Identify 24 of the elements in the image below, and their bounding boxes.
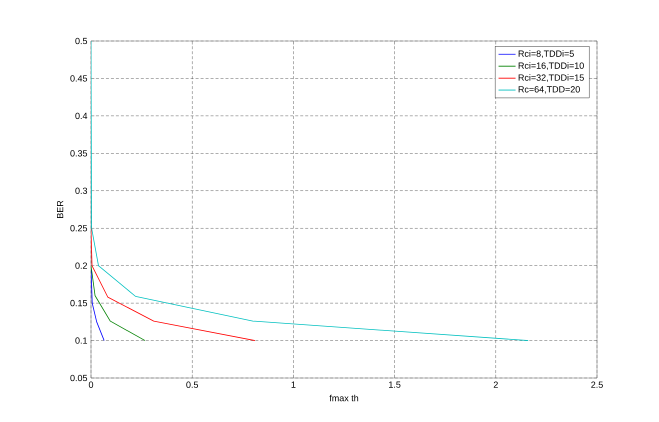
- y-tick-label: 0.15: [70, 300, 88, 306]
- y-tick-label: 0.45: [70, 75, 88, 82]
- x-tick-label: 0.5: [186, 382, 198, 388]
- legend-label: Rci=8,TDDi=5: [518, 50, 574, 58]
- x-tick-label: 2.5: [591, 382, 603, 388]
- y-tick-label: 0.05: [70, 374, 88, 382]
- y-axis-title: BER: [57, 200, 64, 218]
- y-tick-label: 0.35: [70, 150, 88, 157]
- y-tick-label: 0.2: [75, 262, 88, 269]
- x-tick-label: 1: [292, 382, 296, 388]
- legend-label: Rc=64,TDD=20: [518, 86, 580, 94]
- y-tick-label: 0.5: [75, 38, 88, 44]
- y-tick-label: 0.3: [75, 188, 88, 194]
- y-tick-label: 0.25: [70, 225, 88, 232]
- line-series: [91, 228, 256, 341]
- legend-label: Rci=32,TDDi=15: [518, 74, 584, 82]
- x-tick-label: 0: [88, 382, 94, 388]
- x-tick-label: 2: [494, 382, 498, 388]
- x-tick-label: 1.5: [389, 382, 400, 388]
- legend-label: Rci=16,TDDi=10: [518, 62, 584, 70]
- y-tick-label: 0.4: [75, 112, 88, 120]
- x-axis-title: fmax th: [329, 394, 358, 402]
- y-tick-label: 0.1: [75, 337, 88, 344]
- line-series: [91, 265, 146, 341]
